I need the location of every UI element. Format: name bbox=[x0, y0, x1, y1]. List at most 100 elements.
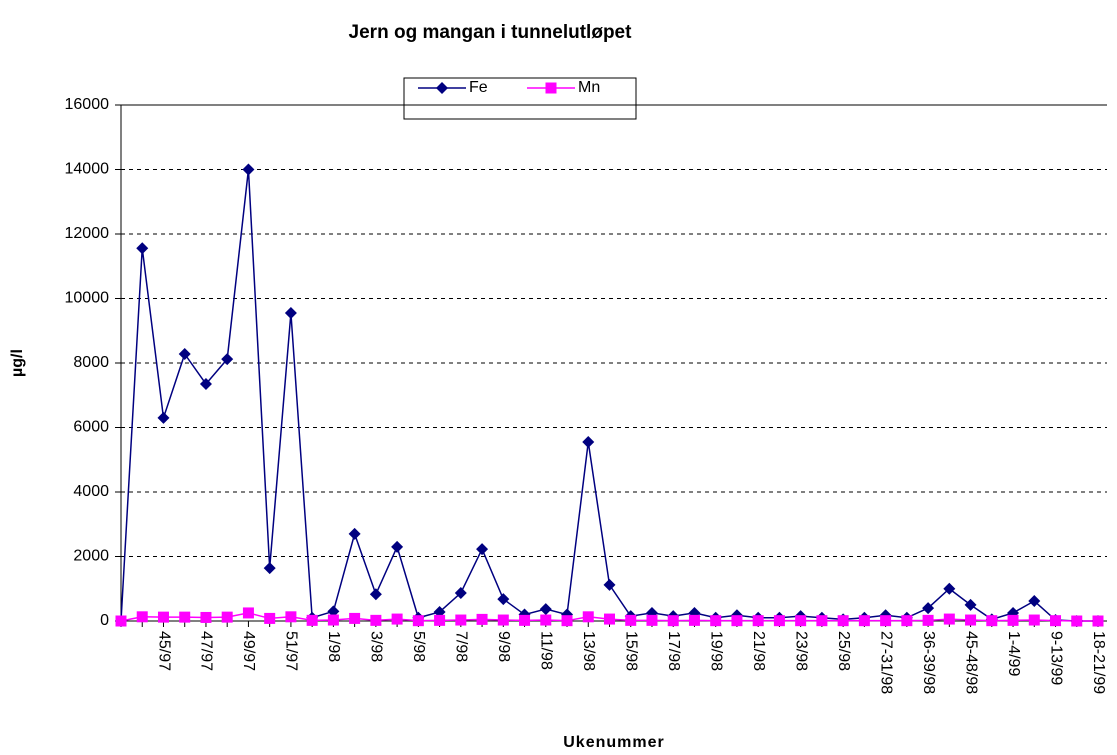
x-tick-label: 21/98 bbox=[750, 631, 767, 671]
point bbox=[136, 242, 149, 255]
point bbox=[136, 611, 148, 623]
point bbox=[369, 588, 382, 601]
x-tick-label: 19/98 bbox=[707, 631, 724, 671]
y-tick-label: 14000 bbox=[65, 161, 110, 178]
x-tick-label: 23/98 bbox=[792, 631, 809, 671]
point bbox=[199, 377, 212, 390]
x-tick-label: 49/97 bbox=[240, 631, 257, 671]
x-tick-label: 51/97 bbox=[283, 631, 300, 671]
point bbox=[115, 615, 127, 627]
point bbox=[242, 163, 255, 176]
point bbox=[710, 615, 722, 627]
point bbox=[965, 614, 977, 626]
point bbox=[582, 611, 594, 623]
x-tick-label: 45/97 bbox=[155, 631, 172, 671]
point bbox=[306, 614, 318, 626]
point bbox=[221, 611, 233, 623]
point bbox=[497, 614, 509, 626]
x-axis-label: Ukenummer bbox=[563, 734, 664, 751]
point bbox=[964, 598, 977, 611]
point bbox=[901, 615, 913, 627]
point bbox=[242, 607, 254, 619]
point bbox=[1050, 615, 1062, 627]
point bbox=[200, 611, 212, 623]
y-tick-label: 10000 bbox=[65, 290, 110, 307]
x-tick-label: 27-31/98 bbox=[877, 631, 894, 694]
point bbox=[434, 614, 446, 626]
point bbox=[178, 347, 191, 360]
y-tick-label: 4000 bbox=[73, 483, 109, 500]
point bbox=[1007, 614, 1019, 626]
point bbox=[731, 615, 743, 627]
point bbox=[455, 614, 467, 626]
x-tick-label: 9-13/99 bbox=[1047, 631, 1064, 685]
point bbox=[476, 613, 488, 625]
point bbox=[454, 586, 467, 599]
point bbox=[221, 353, 234, 366]
point bbox=[858, 615, 870, 627]
x-tick-label: 7/98 bbox=[453, 631, 470, 662]
point bbox=[179, 611, 191, 623]
point bbox=[625, 614, 637, 626]
point bbox=[348, 527, 361, 540]
point bbox=[943, 582, 956, 595]
point bbox=[263, 562, 276, 575]
x-tick-label: 9/98 bbox=[495, 631, 512, 662]
point bbox=[412, 615, 424, 627]
x-tick-label: 1-4/99 bbox=[1005, 631, 1022, 676]
point bbox=[349, 612, 361, 624]
point bbox=[284, 307, 297, 320]
point bbox=[540, 614, 552, 626]
point bbox=[943, 613, 955, 625]
point bbox=[646, 614, 658, 626]
point bbox=[922, 602, 935, 615]
point bbox=[497, 593, 510, 606]
point bbox=[986, 615, 998, 627]
point bbox=[285, 611, 297, 623]
y-tick-label: 0 bbox=[100, 612, 109, 629]
x-tick-label: 5/98 bbox=[410, 631, 427, 662]
legend-marker bbox=[545, 82, 557, 94]
point bbox=[327, 605, 340, 618]
point bbox=[391, 540, 404, 553]
legend-label: Mn bbox=[578, 79, 600, 96]
chart-title: Jern og mangan i tunnelutløpet bbox=[349, 22, 633, 43]
series-line bbox=[120, 169, 1098, 622]
point bbox=[1028, 614, 1040, 626]
point bbox=[1092, 615, 1104, 627]
point bbox=[327, 614, 339, 626]
x-tick-label: 11/98 bbox=[538, 631, 555, 670]
point bbox=[816, 615, 828, 627]
legend-label: Fe bbox=[469, 79, 488, 96]
x-tick-label: 3/98 bbox=[368, 631, 385, 662]
y-axis-label: µg/l bbox=[9, 349, 26, 377]
y-tick-label: 2000 bbox=[73, 548, 109, 565]
x-tick-label: 1/98 bbox=[325, 631, 342, 662]
point bbox=[880, 615, 892, 627]
point bbox=[795, 615, 807, 627]
point bbox=[604, 613, 615, 625]
point bbox=[582, 436, 595, 449]
point bbox=[752, 615, 764, 627]
x-tick-label: 15/98 bbox=[623, 631, 640, 671]
y-tick-label: 12000 bbox=[65, 225, 110, 242]
point bbox=[370, 614, 382, 626]
x-tick-label: 47/97 bbox=[198, 631, 215, 671]
y-tick-label: 6000 bbox=[73, 419, 109, 436]
point bbox=[667, 615, 679, 627]
y-tick-label: 8000 bbox=[73, 354, 109, 371]
legend-box bbox=[403, 77, 637, 120]
point bbox=[688, 614, 700, 626]
y-tick-label: 16000 bbox=[65, 96, 110, 113]
legend-marker bbox=[436, 82, 448, 94]
x-tick-label: 17/98 bbox=[665, 631, 682, 671]
x-tick-label: 18-21/99 bbox=[1090, 631, 1107, 694]
point bbox=[539, 603, 552, 616]
point bbox=[561, 615, 573, 627]
point bbox=[1028, 595, 1041, 608]
point bbox=[391, 613, 403, 625]
point bbox=[264, 612, 276, 624]
point bbox=[1071, 615, 1083, 627]
point bbox=[157, 411, 170, 424]
